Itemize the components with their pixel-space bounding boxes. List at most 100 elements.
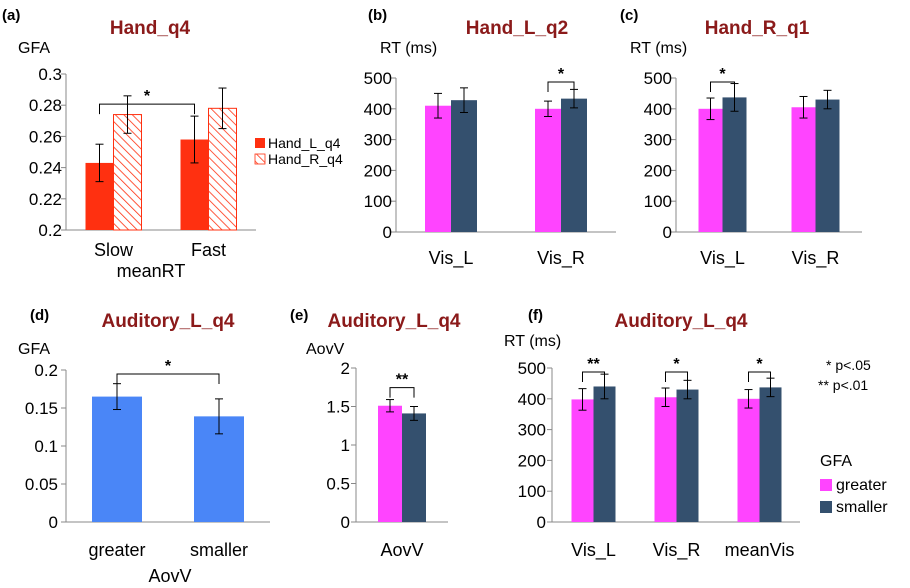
bar xyxy=(698,108,723,232)
y-tick-label: 400 xyxy=(518,390,546,409)
bar xyxy=(654,397,677,522)
note-p01: ** p<.01 xyxy=(818,377,868,393)
panel-b-plot: 0 100 200 300 400 500 Vis_L Vis_R * xyxy=(364,66,616,269)
y-tick-label: 0.3 xyxy=(38,65,62,84)
x-category-label: greater xyxy=(88,540,145,560)
significance-bracket xyxy=(547,81,575,92)
bar xyxy=(378,405,402,522)
y-tick-label: 500 xyxy=(644,69,672,88)
x-category-label: Slow xyxy=(94,240,134,260)
bar xyxy=(593,386,616,522)
panel-a-plot: 0.2 0.22 0.24 0.26 0.28 0.3 Slow Fast * xyxy=(29,65,256,260)
y-tick-label: 0 xyxy=(537,513,546,532)
panel-d-title: Auditory_L_q4 xyxy=(101,311,234,332)
legend-f-title: GFA xyxy=(820,453,852,470)
significance-bracket xyxy=(116,373,220,384)
x-category-label: Vis_R xyxy=(792,248,840,269)
significance-marker: * xyxy=(558,66,565,83)
panel-a: (a) Hand_q4 GFA meanRT 0.20.220.240.260.… xyxy=(2,7,343,281)
x-category-label: Vis_L xyxy=(571,540,616,561)
bar xyxy=(451,100,477,233)
significance-bracket xyxy=(389,387,415,398)
y-tick-label: 0 xyxy=(341,513,350,532)
panel-b-ylabel: RT (ms) xyxy=(380,40,437,57)
y-tick-label: 100 xyxy=(644,192,672,211)
x-category-label: Vis_L xyxy=(429,248,474,269)
panel-d-xlabel: AovV xyxy=(148,566,191,586)
significance-bracket xyxy=(99,103,195,115)
panel-c-title: Hand_R_q1 xyxy=(705,18,810,39)
legend-swatch-hand-r-q4 xyxy=(254,153,266,165)
legend-label-hand-l-q4: Hand_L_q4 xyxy=(268,135,341,151)
significance-bracket xyxy=(710,81,735,92)
panel-a-xlabel: meanRT xyxy=(117,261,186,281)
significance-bracket xyxy=(748,371,771,382)
note-p05: * p<.05 xyxy=(826,357,871,373)
y-tick-label: 400 xyxy=(644,100,672,119)
panel-e-plot: 0 0.5 1 1.5 2 AovV ** xyxy=(326,359,448,560)
bar xyxy=(815,99,840,232)
panel-f: (f) Auditory_L_q4 RT (ms) 0 100 200 300 400 5… xyxy=(504,307,888,561)
significance-bracket xyxy=(665,371,688,382)
panel-c-ylabel: RT (ms) xyxy=(630,40,687,57)
panel-a-label: (a) xyxy=(2,7,20,24)
panel-c-plot: 0 100 200 300 400 500 Vis_L Vis_R * xyxy=(644,66,862,269)
y-tick-label: 0.5 xyxy=(326,475,350,494)
significance-marker: ** xyxy=(396,372,409,389)
panel-d-ylabel: GFA xyxy=(18,341,50,358)
panel-a-legend: Hand_L_q4 Hand_R_q4 xyxy=(254,135,343,167)
panel-a-title: Hand_q4 xyxy=(110,18,191,39)
x-category-label: meanVis xyxy=(725,540,795,560)
y-tick-label: 0.24 xyxy=(29,159,62,178)
bar xyxy=(759,387,782,522)
bar xyxy=(92,396,142,522)
significance-marker: * xyxy=(165,358,172,375)
bar xyxy=(402,413,426,522)
panel-b: (b) Hand_L_q2 RT (ms) 0 100 200 300 400 500 Vi… xyxy=(364,7,616,269)
panel-f-legend: GFA greater smaller xyxy=(820,453,888,516)
y-tick-label: 0 xyxy=(49,513,58,532)
panel-b-label: (b) xyxy=(368,7,387,24)
y-tick-label: 2 xyxy=(341,359,350,378)
x-category-label: Fast xyxy=(191,240,226,260)
panel-c: (c) Hand_R_q1 RT (ms) 0 100 200 300 400 500 Vi… xyxy=(620,7,862,269)
y-tick-label: 0 xyxy=(663,223,672,242)
y-tick-label: 300 xyxy=(644,131,672,150)
significance-bracket xyxy=(582,371,605,382)
bar xyxy=(113,114,142,231)
bar xyxy=(791,107,816,232)
panel-d: (d) Auditory_L_q4 GFA AovV 00.050.10.150… xyxy=(18,307,270,586)
panel-f-label: (f) xyxy=(528,307,543,324)
x-category-label: AovV xyxy=(380,540,423,560)
bar xyxy=(722,97,747,233)
bar xyxy=(425,105,451,232)
panel-a-ylabel: GFA xyxy=(18,40,50,57)
y-tick-label: 0.2 xyxy=(38,221,62,240)
y-tick-label: 0.26 xyxy=(29,127,62,146)
panel-b-title: Hand_L_q2 xyxy=(466,18,568,39)
x-category-label: smaller xyxy=(190,540,248,560)
bar xyxy=(571,399,594,522)
y-tick-label: 0 xyxy=(383,223,392,242)
y-tick-label: 0.22 xyxy=(29,190,62,209)
y-tick-label: 0.28 xyxy=(29,96,62,115)
significance-marker: * xyxy=(673,356,680,373)
x-category-label: Vis_L xyxy=(700,248,745,269)
y-tick-label: 100 xyxy=(364,192,392,211)
significance-marker: * xyxy=(144,88,151,105)
y-tick-label: 1.5 xyxy=(326,398,350,417)
significance-marker: * xyxy=(719,66,726,83)
panel-e-ylabel: AovV xyxy=(306,341,345,358)
panel-e-title: Auditory_L_q4 xyxy=(327,311,460,332)
bar xyxy=(737,398,760,522)
y-tick-label: 0.05 xyxy=(25,475,58,494)
y-tick-label: 200 xyxy=(364,161,392,180)
bar xyxy=(535,108,561,232)
significance-marker: ** xyxy=(587,356,600,373)
y-tick-label: 0.15 xyxy=(25,399,58,418)
y-tick-label: 1 xyxy=(341,436,350,455)
bar xyxy=(561,98,587,232)
